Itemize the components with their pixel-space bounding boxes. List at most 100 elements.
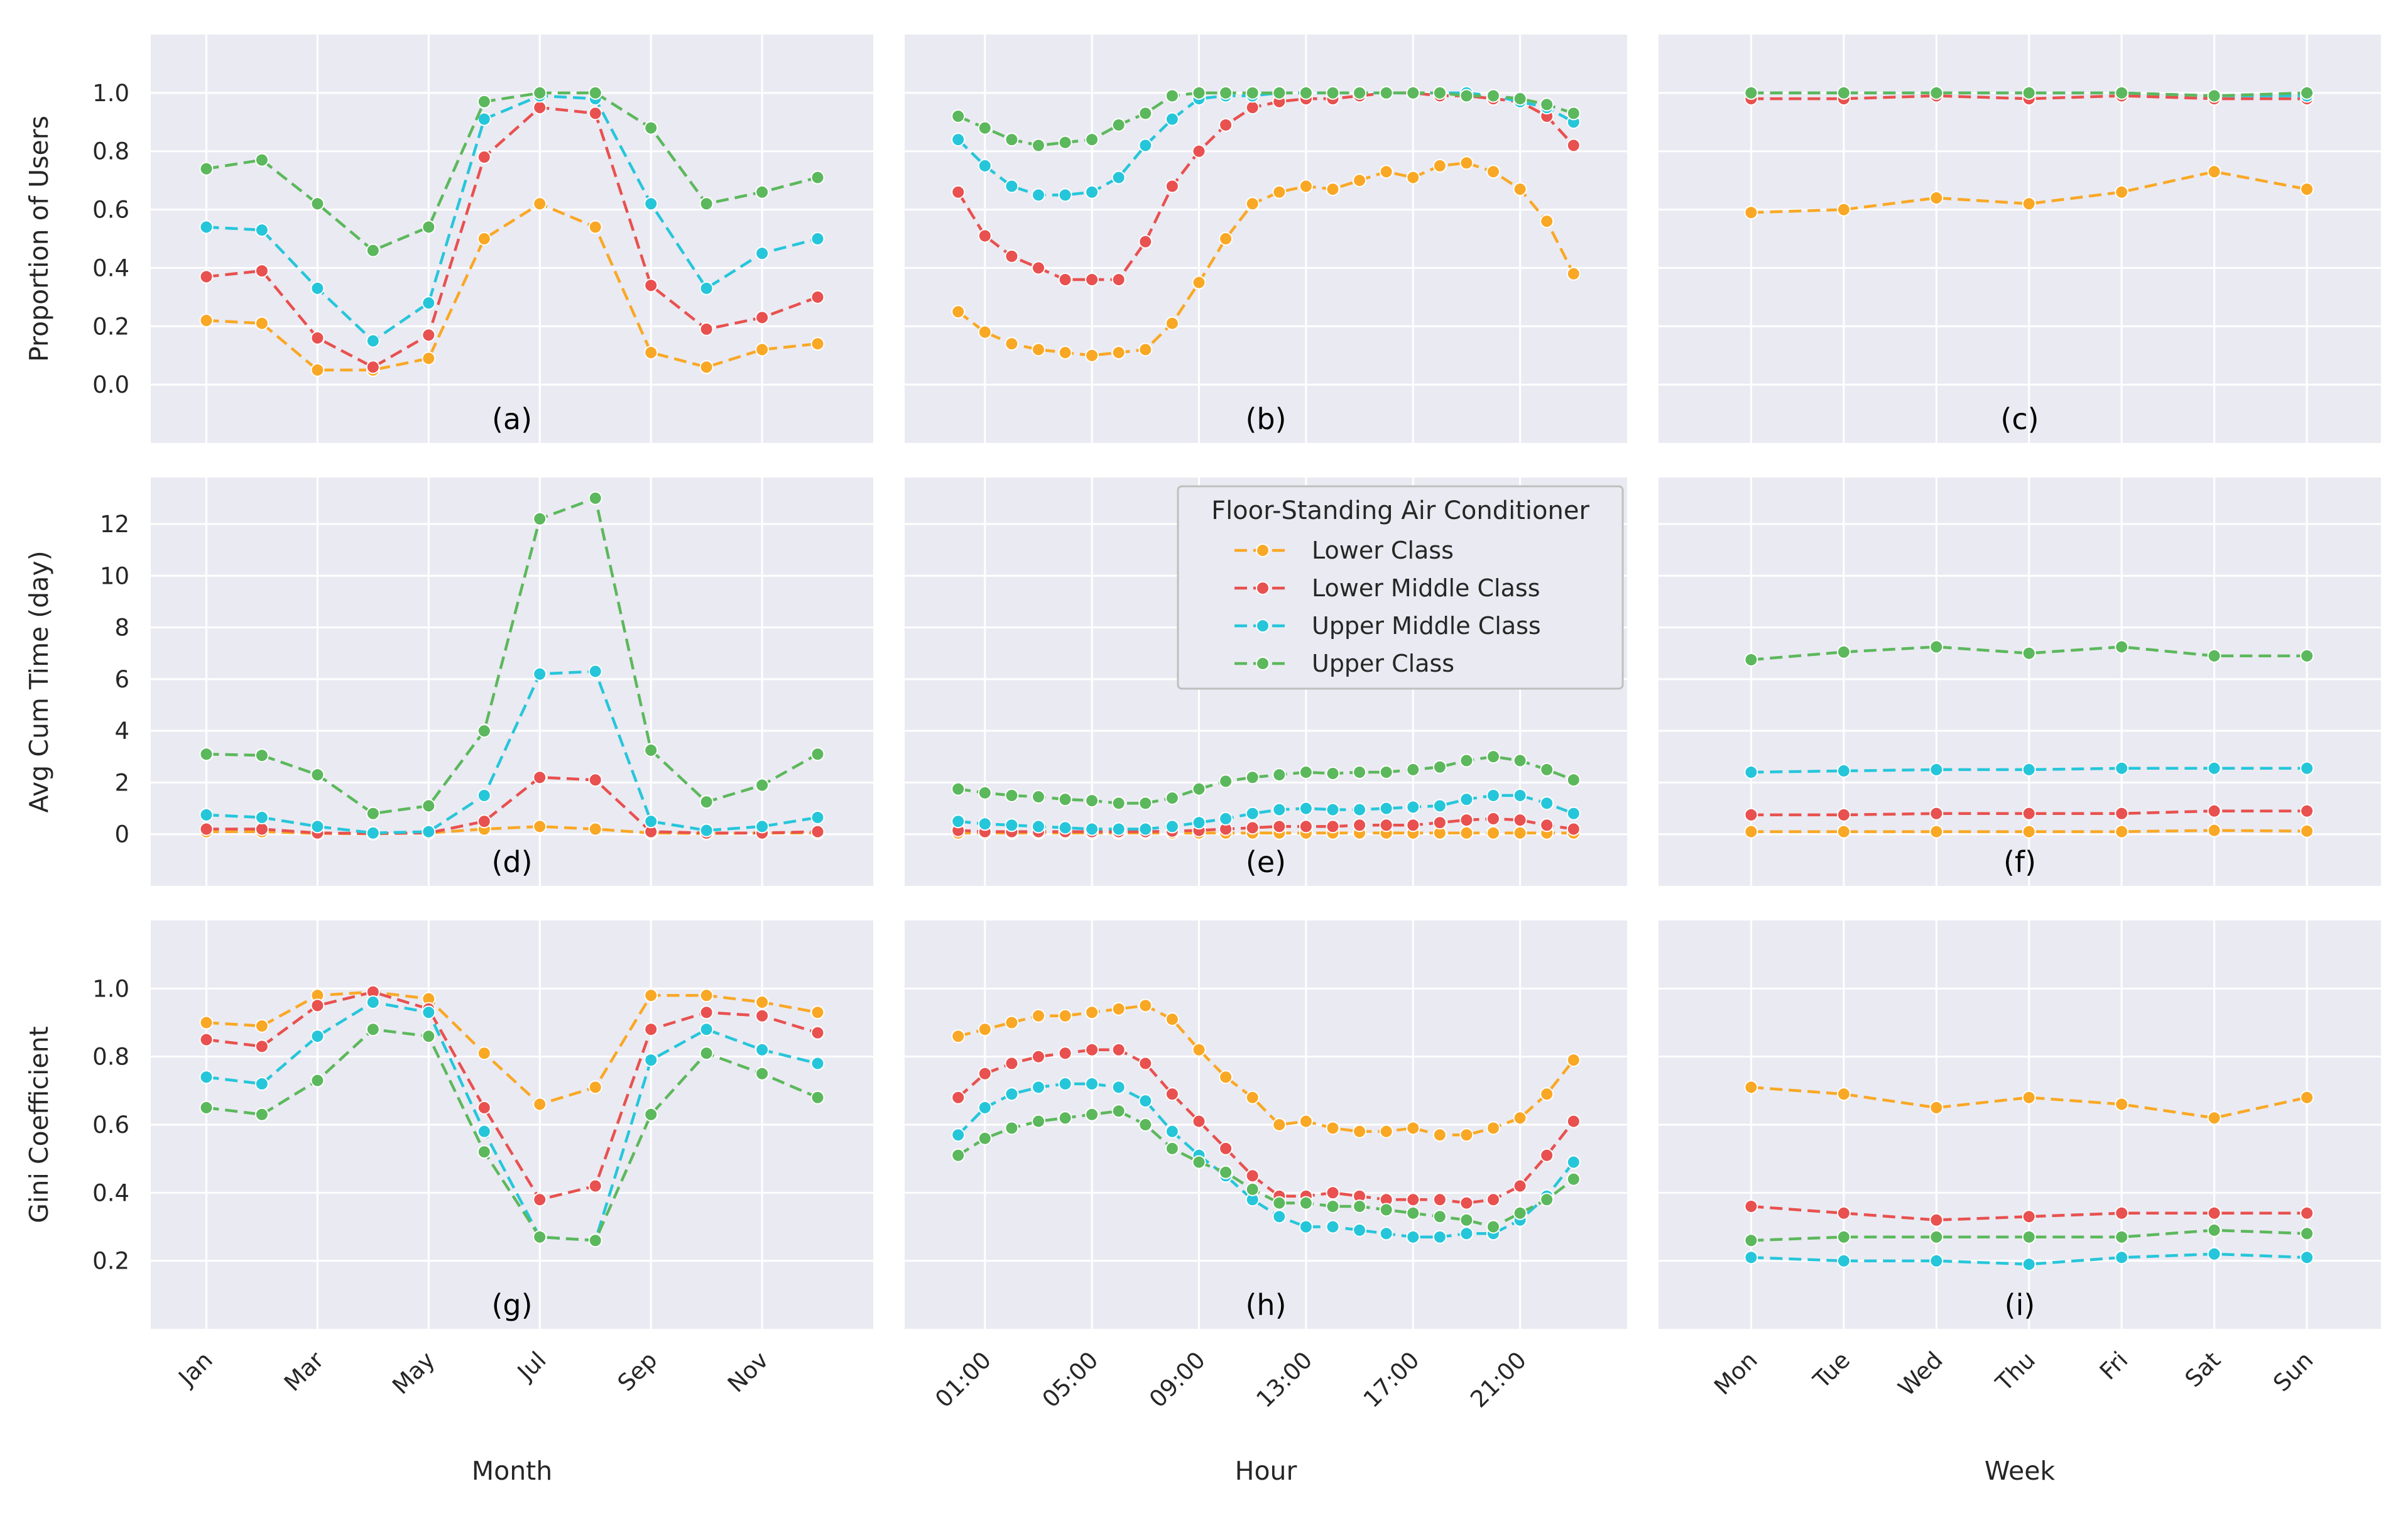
data-point [1219,1141,1233,1155]
data-point [1192,1114,1206,1128]
data-point [755,1042,770,1057]
data-point [1540,1087,1554,1101]
series-upper-middle-class [1744,761,2314,779]
legend-label: Lower Class [1312,537,1454,564]
y-axis-title: Gini Coefficient [24,1026,54,1223]
data-point [755,995,770,1009]
data-point [1379,1226,1393,1241]
data-point [254,748,269,763]
data-point [1836,824,1851,839]
data-point [1005,1087,1019,1101]
series-upper-class [1744,640,2314,667]
data-point [254,1039,269,1054]
data-point [1406,1121,1420,1135]
x-tick-label: Mar [279,1346,329,1396]
data-point [1165,112,1179,126]
data-point [1165,89,1179,103]
data-point [1245,770,1260,785]
data-point [1929,1254,1944,1268]
data-point [477,789,491,802]
data-point [199,220,214,234]
x-tick-label: Sep [613,1346,663,1397]
data-point [1245,85,1260,100]
x-tick-label: Wed [1893,1346,1948,1401]
data-point [588,85,602,100]
data-point [533,1193,547,1207]
x-tick-label: Sun [2268,1346,2318,1397]
data-point [1566,1053,1581,1068]
legend-entry-lower-class: Lower Class [1234,537,1454,564]
data-point [1299,1114,1313,1128]
data-point [1165,1141,1179,1155]
data-point [254,1107,269,1122]
data-point [699,1046,714,1061]
data-point [366,826,380,840]
data-point [2115,1230,2129,1244]
data-point [533,197,547,211]
data-point [1299,801,1313,816]
data-point [1085,133,1099,147]
data-point [951,1029,966,1044]
data-point [2207,648,2221,663]
data-point [254,822,269,836]
data-point [1165,1012,1179,1027]
data-point [1929,191,1944,205]
data-point [477,814,491,829]
data-point [1192,816,1206,830]
data-point [1005,1015,1019,1030]
legend-entries: Lower Class Lower Middle Class Upper Middl… [1234,537,1541,677]
panel-h: 01:00 05:00 09:00 13:00 17:00 21:00 (h) [905,920,1627,1413]
data-point [2300,182,2314,197]
data-point [1459,1196,1474,1210]
data-point [1005,1056,1019,1071]
data-point [477,724,491,738]
data-point [2115,761,2129,775]
data-point [1326,802,1340,817]
data-point [533,819,547,834]
data-point [1929,640,1944,654]
data-point [1432,85,1447,100]
data-point [1165,1124,1179,1139]
data-point [1272,85,1287,100]
y-axis-title: Proportion of Users [24,116,54,362]
data-point [1744,1233,1758,1248]
data-point [1566,138,1581,153]
data-point [1111,796,1126,811]
data-point [1111,1104,1126,1118]
data-point [1111,1080,1126,1095]
x-tick-label: Jan [173,1346,218,1392]
data-point [1005,818,1019,833]
data-point [1138,138,1153,153]
data-point [477,150,491,164]
series-line [206,990,818,1106]
x-axis-title: Hour [1235,1456,1297,1486]
panel-background [1659,35,2381,443]
data-point [2115,185,2129,199]
data-point [1540,796,1554,811]
data-point [1836,1254,1851,1268]
data-point [2022,1257,2036,1272]
data-point [2022,85,2036,100]
data-point [1326,1220,1340,1234]
data-point [199,1032,214,1047]
data-point [422,1005,436,1020]
data-point [1111,170,1126,185]
x-tick-label: 17:00 [1358,1346,1425,1413]
series-upper-class [951,1104,1581,1234]
data-point [366,806,380,821]
data-point [951,133,966,147]
legend-title: Floor-Standing Air Conditioner [1211,496,1589,525]
panel-label: (i) [2005,1288,2035,1322]
data-point [2022,1090,2036,1105]
data-point [310,330,325,345]
data-point [1432,1230,1447,1244]
data-point [1299,1196,1313,1210]
data-point [1058,792,1072,807]
data-point [1432,1193,1447,1207]
data-point [1540,1148,1554,1162]
data-point [1379,801,1393,816]
data-point [2115,806,2129,821]
panel-i: Mon Tue Wed Thu Fri Sat Sun (i) [1659,920,2381,1401]
x-tick-label: May [387,1346,440,1399]
